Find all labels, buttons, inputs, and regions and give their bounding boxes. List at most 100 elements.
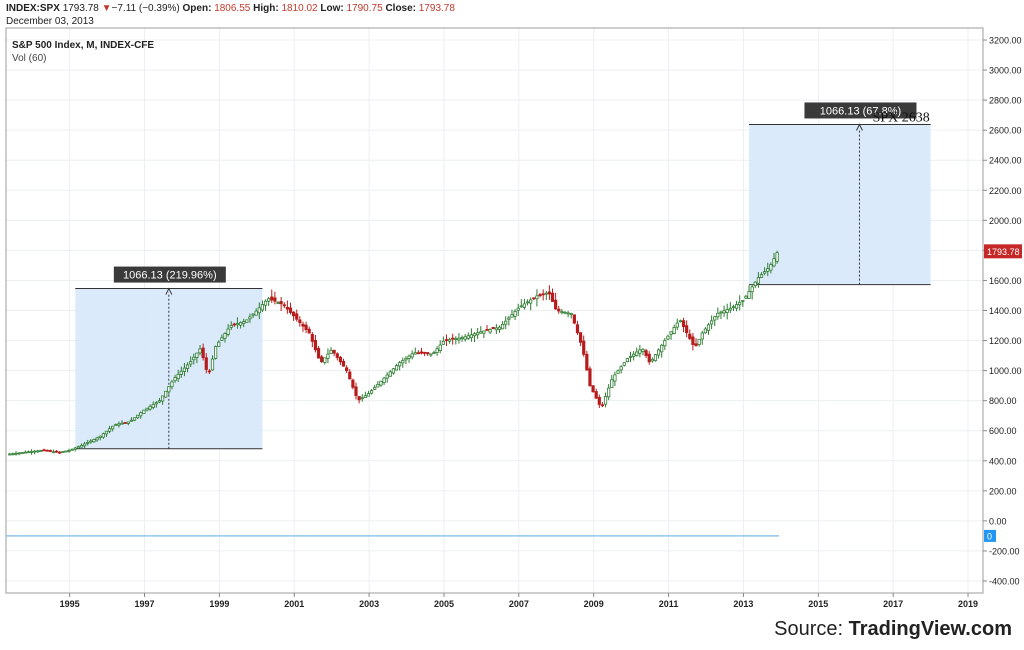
candle-up [731, 306, 736, 309]
candle-down [332, 350, 336, 354]
candle-down [338, 356, 343, 363]
y-tick-label: 3200.00 [989, 36, 1022, 46]
quote-line: INDEX:SPX 1793.78 ▼−7.11 (−0.39%) Open: … [6, 2, 455, 15]
candle-up [435, 348, 439, 353]
candle-up [713, 316, 717, 321]
candle-up [719, 311, 723, 314]
candle-down [444, 339, 449, 341]
candle-down [310, 333, 314, 342]
candle-up [160, 395, 165, 402]
candle-down [538, 294, 542, 297]
source-prefix: Source: [774, 618, 849, 640]
candle-down [600, 404, 605, 407]
candle-up [51, 451, 56, 454]
candle-up [700, 332, 704, 340]
candle-up [603, 396, 608, 405]
candle-up [83, 443, 87, 447]
candle-up [376, 383, 380, 388]
candle-up [39, 450, 43, 452]
candle-up [363, 395, 367, 398]
candle-down [207, 370, 211, 373]
open-value: 1806.55 [214, 3, 251, 14]
candle-down [541, 293, 545, 296]
x-tick-label: 2013 [733, 599, 753, 609]
candle-up [394, 365, 399, 371]
candle-up [619, 366, 623, 371]
candle-up [675, 322, 679, 328]
candle-up [154, 402, 158, 405]
candle-down [554, 299, 558, 310]
candle-down [557, 308, 561, 312]
candle-up [176, 373, 180, 380]
candle-up [432, 352, 436, 354]
candle-up [104, 430, 109, 435]
candle-up [725, 309, 729, 313]
candle-up [114, 424, 118, 426]
candle-up [223, 333, 227, 339]
candle-up [504, 320, 508, 325]
candle-up [441, 340, 445, 345]
candle-down [451, 337, 455, 340]
candle-up [622, 362, 626, 366]
candle-up [638, 349, 642, 354]
candle-up [466, 335, 470, 339]
y-tick-label: 2200.00 [989, 186, 1022, 196]
candle-up [607, 387, 611, 398]
candle-down [313, 340, 318, 351]
candle-down [647, 353, 651, 363]
candle-up [164, 390, 168, 398]
x-tick-label: 2001 [284, 599, 304, 609]
candle-up [179, 370, 183, 375]
candle-up [769, 264, 773, 271]
candle-up [126, 421, 130, 424]
high-label: High: [253, 3, 279, 14]
y-tick-label: 200.00 [989, 486, 1017, 496]
candle-down [341, 360, 346, 367]
candle-up [391, 368, 396, 374]
candle-up [167, 386, 171, 393]
candle-down [591, 385, 595, 393]
candle-up [666, 335, 670, 340]
last-price-tag-label: 1793.78 [987, 247, 1020, 257]
candle-down [582, 340, 586, 355]
measure-box [749, 124, 931, 285]
candle-up [245, 319, 249, 323]
candle-down [644, 350, 648, 356]
candle-up [529, 299, 533, 304]
candle-up [697, 338, 701, 345]
candle-up [703, 328, 707, 334]
candle-up [519, 305, 523, 308]
candle-up [404, 357, 408, 361]
candle-down [688, 333, 692, 339]
candle-up [129, 419, 134, 422]
candle-up [672, 327, 676, 334]
candle-up [635, 351, 639, 357]
candle-up [379, 380, 383, 386]
candle-up [111, 425, 115, 430]
candle-down [416, 352, 420, 355]
candle-up [61, 451, 65, 454]
candle-up [73, 447, 77, 450]
candle-up [401, 360, 405, 364]
candle-down [575, 324, 580, 334]
x-tick-label: 2017 [883, 599, 903, 609]
candle-down [298, 319, 302, 324]
candle-up [79, 445, 84, 448]
candle-up [516, 307, 520, 311]
candle-up [17, 452, 21, 455]
candle-up [469, 334, 474, 339]
candle-up [616, 370, 620, 374]
candle-up [276, 302, 280, 304]
candle-up [447, 339, 452, 342]
close-value: 1793.78 [418, 3, 455, 14]
candle-up [494, 327, 498, 331]
candle-up [463, 336, 467, 340]
last-price-tag [984, 244, 1022, 259]
candle-up [195, 352, 199, 358]
candle-up [235, 323, 240, 326]
candle-down [547, 291, 552, 295]
candle-up [248, 316, 252, 320]
x-tick-label: 2011 [659, 599, 679, 609]
measure-arrow-head [165, 287, 173, 295]
